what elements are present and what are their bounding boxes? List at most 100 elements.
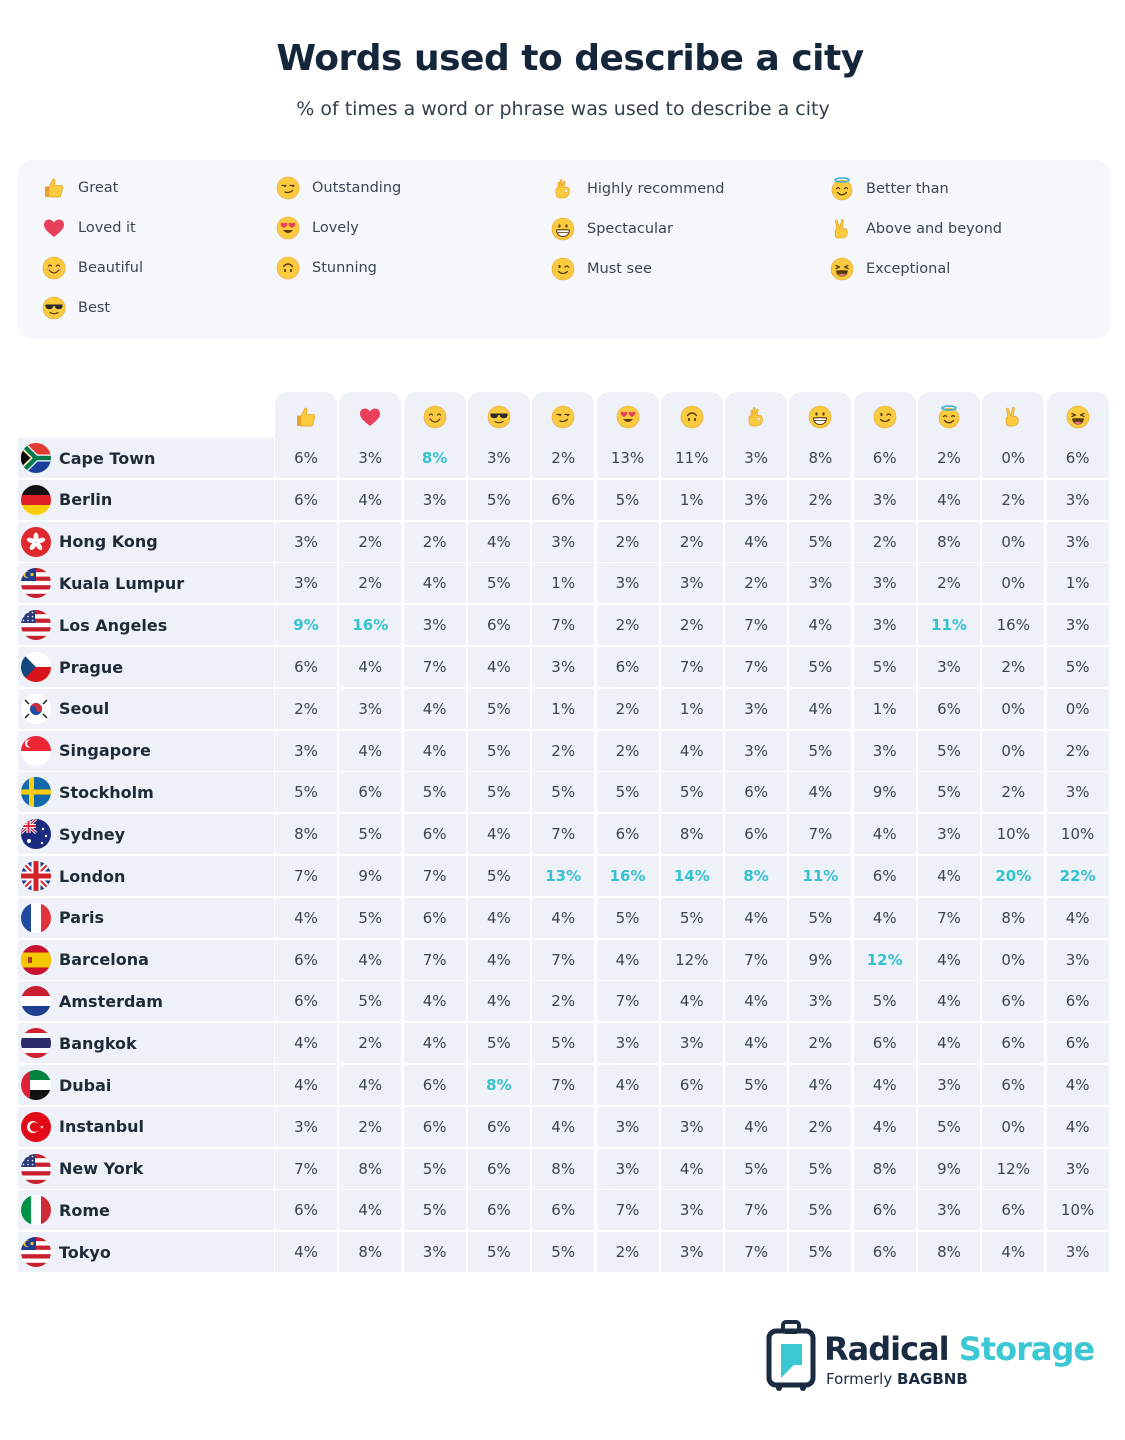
australia-flag-icon xyxy=(21,819,51,850)
value-cell: 6% xyxy=(467,1190,530,1231)
value-cell: 20% xyxy=(982,856,1045,896)
value-cell: 3% xyxy=(853,563,916,604)
value-cell: 2% xyxy=(725,563,788,604)
value-cell: 3% xyxy=(596,1023,659,1064)
legend-item: Better than xyxy=(828,175,949,203)
value-cell: 5% xyxy=(789,897,852,938)
city-name: Hong Kong xyxy=(59,532,158,552)
value-cell: 4% xyxy=(275,1023,337,1064)
value-cell: 2% xyxy=(660,605,723,646)
value-cell: 4% xyxy=(725,521,788,562)
value-cell: 4% xyxy=(596,939,659,980)
value-cell: 4% xyxy=(403,981,466,1022)
usa-flag-icon xyxy=(21,1153,51,1184)
value-cell: 3% xyxy=(275,1106,337,1147)
value-cell: 16% xyxy=(596,856,659,896)
heart-eyes-face-icon xyxy=(274,214,302,242)
value-cell: 2% xyxy=(982,647,1045,687)
legend-item: Exceptional xyxy=(828,255,950,283)
table-row: Amsterdam 6% 5% 4% 4% 2% 7% 4% 4% 3% 5% 4% 6% 6% xyxy=(18,981,1110,1022)
value-cell: 2% xyxy=(596,688,659,729)
city-cell: Hong Kong xyxy=(18,521,274,562)
value-cell: 7% xyxy=(660,647,723,687)
value-cell: 5% xyxy=(532,1232,595,1273)
value-cell: 12% xyxy=(853,939,916,980)
value-cell: 5% xyxy=(596,897,659,938)
value-cell: 3% xyxy=(339,438,402,478)
legend-label: Spectacular xyxy=(587,221,673,237)
laughing-face-icon xyxy=(1066,405,1090,429)
city-name: Stockholm xyxy=(59,782,154,802)
value-cell: 3% xyxy=(403,1232,466,1273)
halo-face-icon xyxy=(828,175,856,203)
value-cell: 4% xyxy=(1046,1106,1109,1147)
value-cell: 7% xyxy=(596,981,659,1022)
value-cell: 9% xyxy=(789,939,852,980)
france-flag-icon xyxy=(21,902,51,933)
value-cell: 8% xyxy=(982,897,1045,938)
legend-label: Loved it xyxy=(78,220,136,236)
legend-item: Stunning xyxy=(274,254,377,282)
table-row: New York 7% 8% 5% 6% 8% 3% 4% 5% 5% 8% 9% 12% 3% xyxy=(18,1148,1110,1189)
value-cell: 3% xyxy=(660,1023,723,1064)
legend-label: Best xyxy=(78,300,111,316)
germany-flag-icon xyxy=(21,484,51,515)
value-cell: 4% xyxy=(660,1148,723,1189)
value-cell: 3% xyxy=(275,563,337,604)
value-cell: 3% xyxy=(467,438,530,478)
city-name: Tokyo xyxy=(59,1242,111,1262)
value-cell: 7% xyxy=(789,814,852,855)
page-subtitle: % of times a word or phrase was used to … xyxy=(296,98,830,120)
value-cell: 3% xyxy=(1046,605,1109,646)
city-name: Barcelona xyxy=(59,950,149,970)
value-cell: 5% xyxy=(918,1106,980,1147)
value-cell: 3% xyxy=(725,438,788,478)
value-cell: 7% xyxy=(403,647,466,687)
value-cell: 5% xyxy=(339,897,402,938)
value-cell: 5% xyxy=(789,521,852,562)
value-cell: 6% xyxy=(1046,1023,1109,1064)
value-cell: 4% xyxy=(918,479,980,520)
upside-down-face-icon xyxy=(274,254,302,282)
value-cell: 4% xyxy=(467,981,530,1022)
value-cell: 7% xyxy=(532,939,595,980)
value-cell: 4% xyxy=(339,479,402,520)
column-header xyxy=(853,392,916,442)
value-cell: 3% xyxy=(275,730,337,771)
city-name: Prague xyxy=(59,657,124,677)
value-cell: 7% xyxy=(725,1232,788,1273)
city-cell: Dubai xyxy=(18,1065,274,1105)
legend-label: Exceptional xyxy=(866,261,951,277)
value-cell: 8% xyxy=(918,1232,980,1273)
value-cell: 5% xyxy=(660,772,723,813)
value-cell: 8% xyxy=(403,438,466,478)
value-cell: 6% xyxy=(918,688,980,729)
value-cell: 3% xyxy=(660,563,723,604)
value-cell: 5% xyxy=(596,479,659,520)
value-cell: 3% xyxy=(918,1065,980,1105)
column-header xyxy=(1046,392,1109,442)
value-cell: 5% xyxy=(918,772,980,813)
value-cell: 4% xyxy=(339,647,402,687)
value-cell: 0% xyxy=(1046,688,1109,729)
value-cell: 3% xyxy=(596,1106,659,1147)
sunglasses-face-icon xyxy=(40,294,68,322)
value-cell: 2% xyxy=(789,1106,852,1147)
value-cell: 4% xyxy=(275,1065,337,1105)
value-cell: 6% xyxy=(660,1065,723,1105)
value-cell: 4% xyxy=(532,1106,595,1147)
table-row: Barcelona 6% 4% 7% 4% 7% 4% 12% 7% 9% 12% 4% 0% 3% xyxy=(18,939,1110,980)
value-cell: 7% xyxy=(725,647,788,687)
value-cell: 5% xyxy=(467,1232,530,1273)
thumbs-up-icon xyxy=(294,405,318,429)
legend-item: Great xyxy=(40,174,118,202)
value-cell: 3% xyxy=(725,479,788,520)
value-cell: 2% xyxy=(596,521,659,562)
legend-item: Spectacular xyxy=(549,215,673,243)
value-cell: 0% xyxy=(982,563,1045,604)
uk-flag-icon xyxy=(21,861,51,891)
legend-item: Best xyxy=(40,294,110,322)
value-cell: 5% xyxy=(467,772,530,813)
value-cell: 10% xyxy=(1046,1190,1109,1231)
value-cell: 6% xyxy=(467,605,530,646)
